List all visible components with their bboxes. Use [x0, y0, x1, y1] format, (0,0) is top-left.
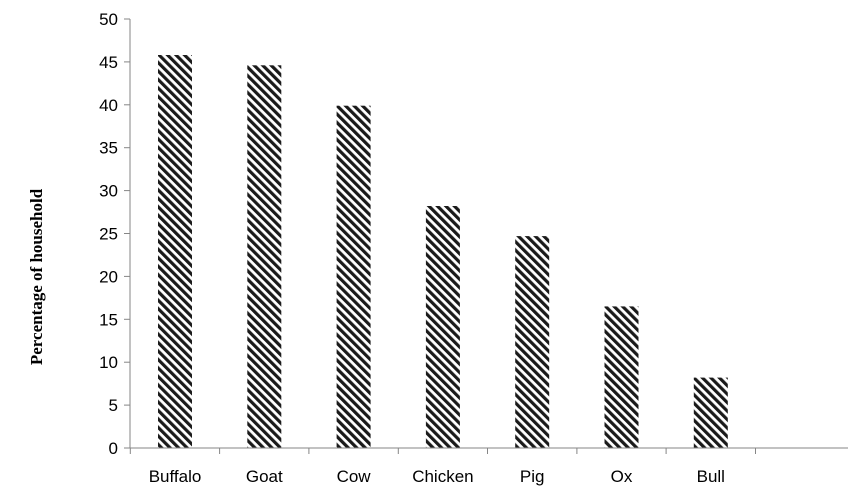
y-tick-label: 10 [99, 353, 118, 372]
x-tick-label-ox: Ox [611, 467, 633, 486]
bar-chicken [425, 206, 460, 448]
y-tick-label: 20 [99, 267, 118, 286]
labels-layer: Buffalo Goat Cow Chicken Pig Ox Bull 0 5 10 15 20 25… [99, 10, 725, 486]
bar-ox [604, 306, 639, 448]
x-tick-label-cow: Cow [337, 467, 372, 486]
bar-pig [515, 236, 550, 448]
bar-cow [336, 105, 371, 448]
y-tick-label: 30 [99, 182, 118, 201]
y-tick-label: 15 [99, 310, 118, 329]
axes-layer [124, 18, 848, 454]
bar-goat [247, 65, 282, 449]
y-axis-title: Percentage of household [27, 188, 46, 365]
y-tick-label: 35 [99, 139, 118, 158]
x-tick-label-buffalo: Buffalo [149, 467, 202, 486]
bar-bull [693, 377, 728, 448]
x-tick-label-bull: Bull [697, 467, 725, 486]
x-tick-label-chicken: Chicken [412, 467, 473, 486]
bars-layer [158, 55, 728, 449]
x-tick-label-pig: Pig [520, 467, 545, 486]
x-tick-label-goat: Goat [246, 467, 283, 486]
bar-buffalo [158, 55, 192, 448]
y-tick-label: 5 [109, 396, 118, 415]
y-tick-label: 40 [99, 96, 118, 115]
y-tick-label: 25 [99, 225, 118, 244]
y-tick-label: 45 [99, 53, 118, 72]
y-tick-label: 0 [109, 439, 118, 458]
y-tick-label: 50 [99, 10, 118, 29]
